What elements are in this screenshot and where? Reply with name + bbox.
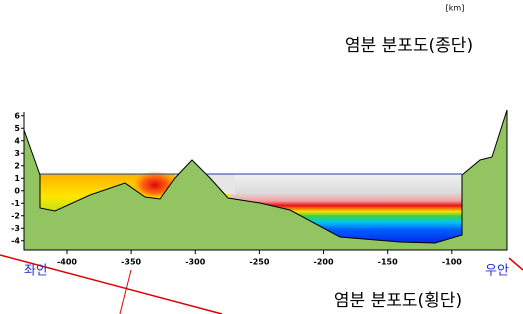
y-tick-label: 6 — [14, 111, 20, 120]
section-line — [509, 258, 523, 270]
y-tick-label: 0 — [14, 186, 20, 195]
y-tick-label: 3 — [14, 149, 20, 158]
x-tick-label: -100 — [442, 258, 462, 267]
x-tick-label: -250 — [249, 258, 269, 267]
left-bank-label: 좌안 — [24, 264, 48, 279]
right-bank-label: 우안 — [485, 264, 509, 279]
y-tick-label: 2 — [14, 161, 20, 170]
y-tick-label: 1 — [14, 174, 20, 183]
x-tick-label: -350 — [121, 258, 141, 267]
y-tick-label: -1 — [11, 199, 20, 208]
x-tick-label: -200 — [314, 258, 334, 267]
subtitle: 염분 분포도(종단) — [345, 36, 473, 56]
section-line — [120, 270, 131, 314]
y-tick-label: -2 — [11, 211, 20, 220]
chart: [km] 염분 분포도(종단) 좌안 우안 염분 분포도(횡단) 6 5 4 3 2 1 0… — [0, 0, 523, 314]
y-tick-label: 5 — [14, 124, 20, 133]
unit-label: [km] — [446, 4, 465, 13]
y-tick-label: -3 — [11, 224, 20, 233]
x-tick-label: -300 — [185, 258, 205, 267]
x-tick-label: -400 — [57, 258, 77, 267]
y-tick-label: -4 — [11, 236, 20, 245]
x-tick-label: -150 — [378, 258, 398, 267]
y-tick-label: 4 — [14, 136, 20, 145]
chart-title: 염분 분포도(횡단) — [334, 291, 462, 311]
